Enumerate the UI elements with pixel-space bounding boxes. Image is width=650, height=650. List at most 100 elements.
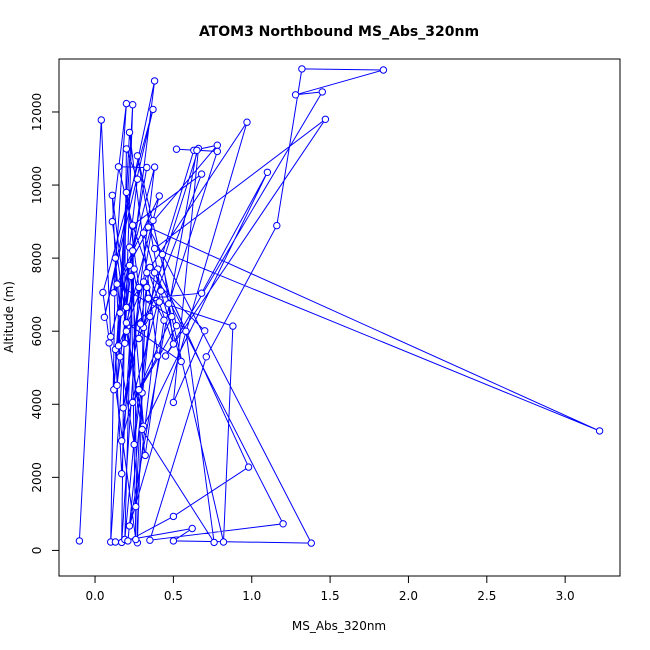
x-tick-label: 2.5 xyxy=(477,589,496,603)
data-point xyxy=(160,316,168,324)
data-point xyxy=(132,535,140,544)
data-point xyxy=(144,223,153,231)
data-point xyxy=(124,537,132,545)
data-point xyxy=(177,357,185,366)
x-tick-label: 1.0 xyxy=(242,589,261,603)
data-point xyxy=(136,320,145,328)
data-point xyxy=(158,250,167,259)
data-point xyxy=(154,352,162,360)
data-point xyxy=(108,191,117,200)
data-point xyxy=(116,309,124,317)
data-point xyxy=(75,537,84,545)
y-axis-label: Altitude (m) xyxy=(2,281,16,353)
series-layer xyxy=(75,65,604,547)
x-tick-label: 0.0 xyxy=(85,589,104,603)
data-point xyxy=(127,272,135,281)
data-point xyxy=(146,536,154,544)
data-point xyxy=(118,437,126,445)
data-point xyxy=(122,319,131,327)
data-point xyxy=(97,116,106,124)
data-point xyxy=(122,145,131,153)
data-point xyxy=(111,254,120,262)
x-tick-label: 2.0 xyxy=(399,589,418,603)
data-point xyxy=(113,381,121,389)
data-point xyxy=(110,289,118,297)
data-point xyxy=(113,280,121,288)
chart-title: ATOM3 Northbound MS_Abs_320nm xyxy=(199,24,479,40)
data-point xyxy=(122,303,131,312)
data-point xyxy=(121,339,129,347)
data-point xyxy=(263,168,272,177)
data-point xyxy=(169,512,178,521)
data-point xyxy=(318,88,326,96)
data-point xyxy=(273,221,281,230)
data-point xyxy=(172,322,181,330)
data-point xyxy=(119,404,127,412)
y-axis: 0 2000 4000 6000 8000 10000 12000 xyxy=(30,93,60,555)
data-point xyxy=(99,288,107,297)
data-point xyxy=(135,283,143,292)
data-point xyxy=(143,283,151,292)
data-point xyxy=(105,339,113,347)
data-point xyxy=(172,145,181,153)
x-tick-label: 1.5 xyxy=(321,589,340,603)
data-point xyxy=(139,229,148,237)
data-point xyxy=(291,91,300,99)
data-point xyxy=(150,269,159,277)
x-tick-label: 0.5 xyxy=(164,589,183,603)
data-point xyxy=(168,312,176,321)
data-point xyxy=(133,175,142,183)
data-point xyxy=(202,353,211,361)
data-point xyxy=(150,77,159,85)
data-point xyxy=(143,269,151,277)
y-tick-label: 12000 xyxy=(30,93,44,131)
data-point xyxy=(169,398,178,407)
data-point xyxy=(307,539,315,547)
data-point xyxy=(157,287,165,295)
data-point xyxy=(141,451,149,460)
data-point xyxy=(229,322,237,330)
data-point xyxy=(111,538,120,546)
data-point xyxy=(143,163,151,172)
data-point xyxy=(595,427,604,435)
data-point xyxy=(100,313,109,321)
data-point xyxy=(130,265,138,273)
data-point xyxy=(219,538,228,546)
data-point xyxy=(122,188,131,197)
data-point xyxy=(107,333,115,341)
data-point xyxy=(279,520,287,528)
data-point xyxy=(125,128,134,137)
x-axis: 0.0 0.5 1.0 1.5 2.0 2.5 3.0 xyxy=(85,575,575,603)
data-point xyxy=(146,263,154,271)
data-point xyxy=(114,163,123,171)
data-point xyxy=(213,147,222,156)
series-line xyxy=(78,68,600,544)
data-point xyxy=(193,146,201,155)
data-point xyxy=(243,118,251,126)
data-point xyxy=(129,101,137,109)
data-point xyxy=(182,327,190,335)
data-point xyxy=(161,352,170,360)
data-point xyxy=(118,470,126,478)
data-point xyxy=(197,170,206,178)
data-point xyxy=(108,217,117,226)
data-point xyxy=(129,247,137,255)
data-point xyxy=(149,105,157,114)
data-point xyxy=(298,65,306,73)
data-point xyxy=(210,538,218,547)
y-tick-label: 2000 xyxy=(30,462,44,493)
data-point xyxy=(132,502,140,511)
data-point xyxy=(122,327,131,335)
data-point xyxy=(197,289,206,297)
y-tick-label: 6000 xyxy=(30,316,44,347)
y-tick-label: 4000 xyxy=(30,389,44,420)
y-tick-label: 0 xyxy=(30,547,44,555)
data-point xyxy=(169,340,178,348)
data-point xyxy=(133,152,142,160)
data-point xyxy=(129,398,137,407)
data-point xyxy=(213,141,222,149)
data-point xyxy=(144,294,153,302)
data-point xyxy=(188,524,196,533)
data-point xyxy=(201,327,209,335)
